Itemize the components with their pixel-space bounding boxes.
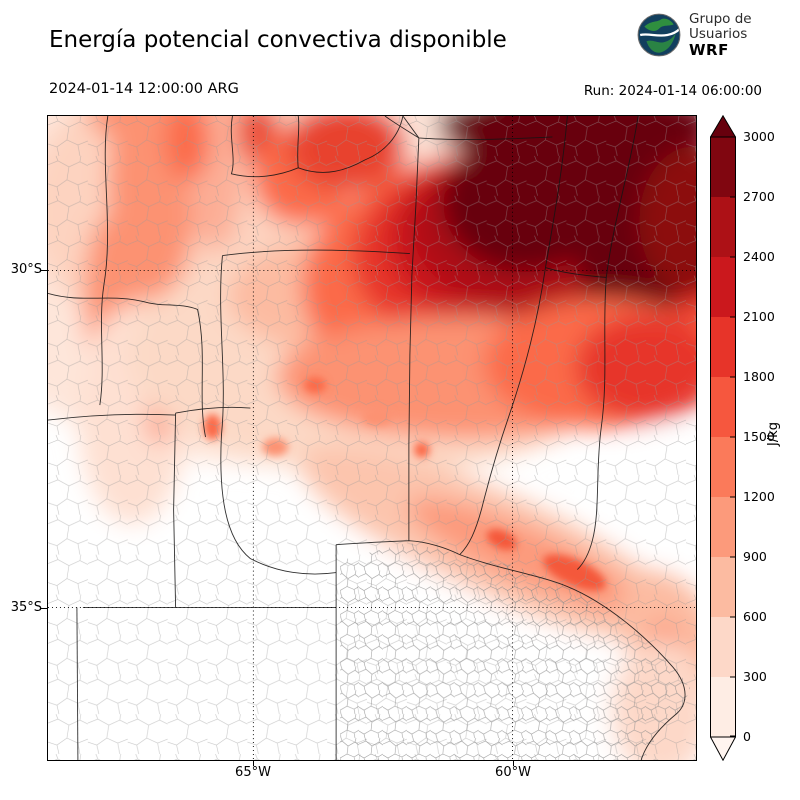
logo-text: Grupo de Usuarios WRF xyxy=(689,12,752,58)
colorbar-over-arrow xyxy=(709,114,737,138)
colorbar xyxy=(709,114,737,762)
parana-river-line xyxy=(459,116,568,555)
colorbar-tick-1800: 1800 xyxy=(743,369,775,384)
province-borders xyxy=(48,116,686,760)
colorbar-tick-2100: 2100 xyxy=(743,309,775,324)
colorbar-tick-1500: 1500 xyxy=(743,429,775,444)
globe-icon xyxy=(637,13,681,57)
colorbar-tick-marks xyxy=(730,136,736,737)
uruguay-river-line xyxy=(577,116,639,570)
run-time-label: Run: 2024-01-14 06:00:00 xyxy=(583,83,762,99)
colorbar-bands xyxy=(710,137,736,737)
colorbar-bar xyxy=(709,114,737,762)
lat-tick-label-30s: 30°S xyxy=(10,262,42,277)
colorbar-unit-label: J/kg xyxy=(766,422,781,446)
lat-tick-mark-30s xyxy=(41,270,47,271)
logo-line-1: Grupo de xyxy=(689,11,752,27)
colorbar-tick-600: 600 xyxy=(743,609,767,624)
tucuman-border xyxy=(230,116,300,178)
logo-line-2: Usuarios xyxy=(689,26,748,42)
grid-lines xyxy=(48,116,696,760)
colorbar-tick-300: 300 xyxy=(743,669,767,684)
colorbar-tick-0: 0 xyxy=(743,729,751,744)
page-title: Energía potencial convectiva disponible xyxy=(49,27,507,53)
colorbar-tick-900: 900 xyxy=(743,549,767,564)
valid-time-label: 2024-01-14 12:00:00 ARG xyxy=(49,81,239,97)
colorbar-tick-1200: 1200 xyxy=(743,489,775,504)
lon-tick-mark-65w xyxy=(253,761,254,766)
colorbar-tick-2400: 2400 xyxy=(743,249,775,264)
lon-tick-label-60w: 60°W xyxy=(495,765,531,780)
colorbar-tick-3000: 3000 xyxy=(743,129,775,144)
buenos-aires-department-borders xyxy=(340,542,691,760)
wrf-logo: Grupo de Usuarios WRF xyxy=(636,12,752,58)
logo-line-3: WRF xyxy=(689,41,729,59)
coastline xyxy=(459,554,686,760)
lat-tick-mark-35s xyxy=(41,608,47,609)
lon-tick-label-65w: 65°W xyxy=(235,765,271,780)
colorbar-tick-2700: 2700 xyxy=(743,189,775,204)
lon-tick-mark-60w xyxy=(513,761,514,766)
map-frame xyxy=(47,115,697,761)
cape-map xyxy=(48,116,696,760)
lat-tick-label-35s: 35°S xyxy=(10,600,42,615)
colorbar-under-arrow xyxy=(709,736,737,762)
